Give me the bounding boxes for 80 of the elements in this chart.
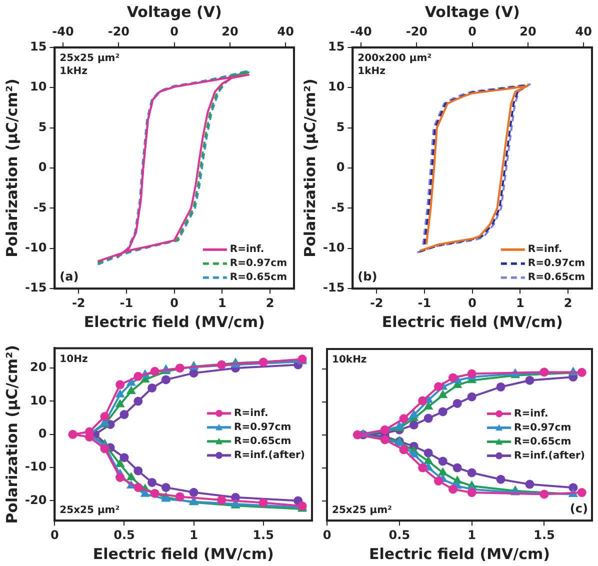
y-tick-label: 10 (30, 393, 47, 408)
legend-label: R=0.65cm (514, 436, 572, 448)
x-axis-title: Electric field (MV/cm) (84, 312, 265, 331)
x-axis-title: Electric field (MV/cm) (92, 544, 274, 563)
annotation: (c) (570, 502, 588, 516)
x2-tick-label: -40 (52, 24, 74, 38)
x-tick-label: 2 (564, 296, 572, 310)
x-tick-label: 1 (516, 296, 524, 310)
x2-tick-label: 40 (277, 24, 294, 38)
x-axis-title: Electric field (MV/cm) (382, 312, 563, 331)
annotation: 25x25 μm² (332, 505, 392, 516)
legend-label: R=inf. (514, 408, 548, 420)
x2-tick-label: -20 (108, 24, 130, 38)
x2-axis-title: Voltage (V) (424, 2, 520, 21)
y-tick-label: 20 (30, 360, 47, 374)
y-tick-label: -5 (331, 200, 345, 214)
x2-tick-label: 40 (575, 24, 592, 38)
y-tick-label: 5 (38, 120, 47, 134)
x-tick-label: 1 (218, 296, 226, 310)
legend-label: R=inf. (234, 408, 268, 419)
y-tick-label: 15 (30, 40, 47, 54)
x-tick-label: 0 (468, 296, 477, 310)
legend-label: R=0.65cm (234, 436, 292, 447)
annotation: (a) (60, 270, 79, 284)
y-axis-title: Polarization (μC/cm²) (300, 78, 319, 258)
x-tick-label: 1 (190, 528, 198, 542)
y-tick-label: -15 (24, 280, 47, 295)
legend-label: R=0.97cm (528, 258, 586, 270)
annotation: 200x200 μm² (358, 52, 432, 64)
y-tick-label: 10 (30, 80, 47, 94)
y-tick-label: 0 (336, 160, 345, 174)
x-tick-label: 0.5 (388, 528, 410, 542)
legend-label: R=inf.(after) (514, 450, 586, 462)
x-tick-label: 1 (468, 528, 476, 542)
x2-tick-label: 20 (222, 24, 238, 38)
y-tick-label: -15 (322, 280, 345, 295)
legend-label: R=inf. (230, 244, 264, 256)
y-tick-label: 10 (328, 80, 345, 94)
annotation: 10kHz (332, 354, 367, 366)
x-tick-label: 0 (50, 528, 59, 542)
legend-label: R=0.97cm (514, 422, 572, 434)
x-tick-label: 1.5 (534, 528, 555, 542)
x2-tick-label: -40 (350, 24, 372, 38)
x-tick-label: 1.5 (252, 528, 274, 542)
x-tick-label: -1 (120, 296, 134, 310)
y-tick-label: -10 (24, 460, 47, 474)
y-tick-label: 15 (328, 40, 345, 54)
x2-tick-label: 20 (520, 24, 536, 38)
annotation: 25x25 μm² (60, 52, 120, 64)
y-tick-label: -10 (24, 240, 47, 255)
y-axis-title: Polarization (μC/cm²) (2, 344, 21, 524)
legend-label: R=0.97cm (234, 422, 292, 433)
x-tick-label: -2 (72, 296, 86, 310)
legend-label: R=0.97cm (230, 258, 288, 270)
legend-label: R=inf. (528, 244, 562, 256)
x2-tick-label: -20 (406, 24, 428, 38)
y-tick-label: 5 (336, 120, 345, 134)
x2-axis-title: Voltage (V) (126, 2, 222, 21)
x-tick-label: 0 (170, 296, 179, 310)
y-axis-title: Polarization (μC/cm²) (2, 78, 21, 258)
annotation: 10Hz (60, 354, 88, 365)
y-tick-label: -20 (24, 492, 47, 507)
annotation: 1kHz (60, 66, 88, 77)
y-tick-label: 0 (38, 426, 47, 441)
legend-label: R=inf.(after) (234, 450, 306, 461)
x2-tick-label: 0 (170, 24, 179, 38)
y-tick-label: -5 (33, 200, 47, 214)
legend-label: R=0.65cm (230, 272, 288, 284)
x2-tick-label: 0 (468, 24, 477, 38)
x-tick-label: 0.5 (114, 528, 135, 542)
x-tick-label: -1 (418, 296, 432, 310)
x-axis-title: Electric field (MV/cm) (369, 544, 550, 563)
y-tick-label: -10 (322, 240, 345, 255)
annotation: (b) (358, 270, 378, 284)
annotation: 25x25 μm² (60, 505, 120, 516)
legend-label: R=0.65cm (528, 272, 586, 284)
annotation: 1kHz (358, 66, 386, 77)
y-tick-label: 0 (38, 160, 47, 174)
x-tick-label: -2 (370, 296, 384, 310)
x-tick-label: 2 (266, 296, 274, 310)
